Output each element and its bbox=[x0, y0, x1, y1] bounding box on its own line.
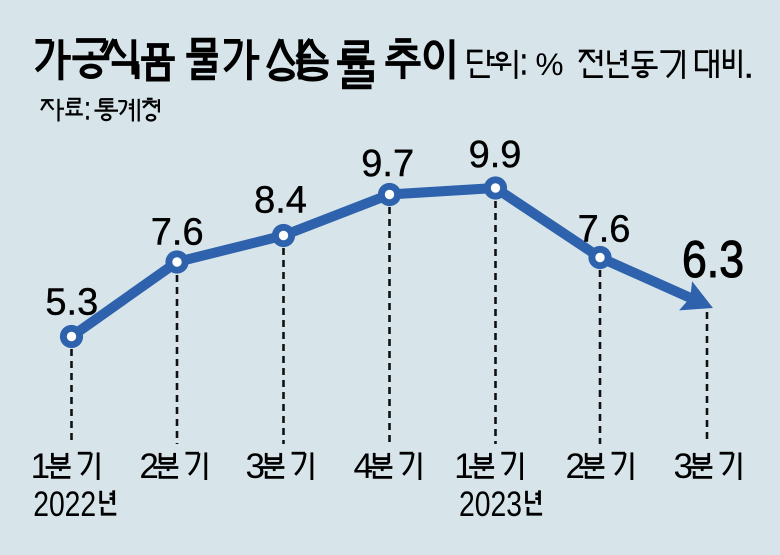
svg-text:%: % bbox=[536, 46, 564, 82]
svg-text:2: 2 bbox=[565, 447, 584, 486]
svg-text:2022: 2022 bbox=[33, 484, 96, 524]
svg-text:1: 1 bbox=[454, 447, 473, 486]
svg-text:3: 3 bbox=[245, 447, 264, 486]
svg-text:3: 3 bbox=[673, 447, 692, 486]
svg-text:7.6: 7.6 bbox=[151, 212, 204, 254]
svg-text:4: 4 bbox=[353, 447, 372, 486]
svg-text:7.6: 7.6 bbox=[578, 208, 631, 250]
svg-text:2023: 2023 bbox=[459, 484, 522, 524]
svg-text:8.4: 8.4 bbox=[254, 180, 307, 222]
svg-text:9.7: 9.7 bbox=[361, 143, 414, 185]
svg-text:9.9: 9.9 bbox=[469, 134, 522, 176]
svg-text:2: 2 bbox=[139, 447, 158, 486]
svg-text:1: 1 bbox=[31, 447, 50, 486]
svg-text:5.3: 5.3 bbox=[45, 282, 98, 324]
svg-text:6.3: 6.3 bbox=[682, 230, 744, 288]
